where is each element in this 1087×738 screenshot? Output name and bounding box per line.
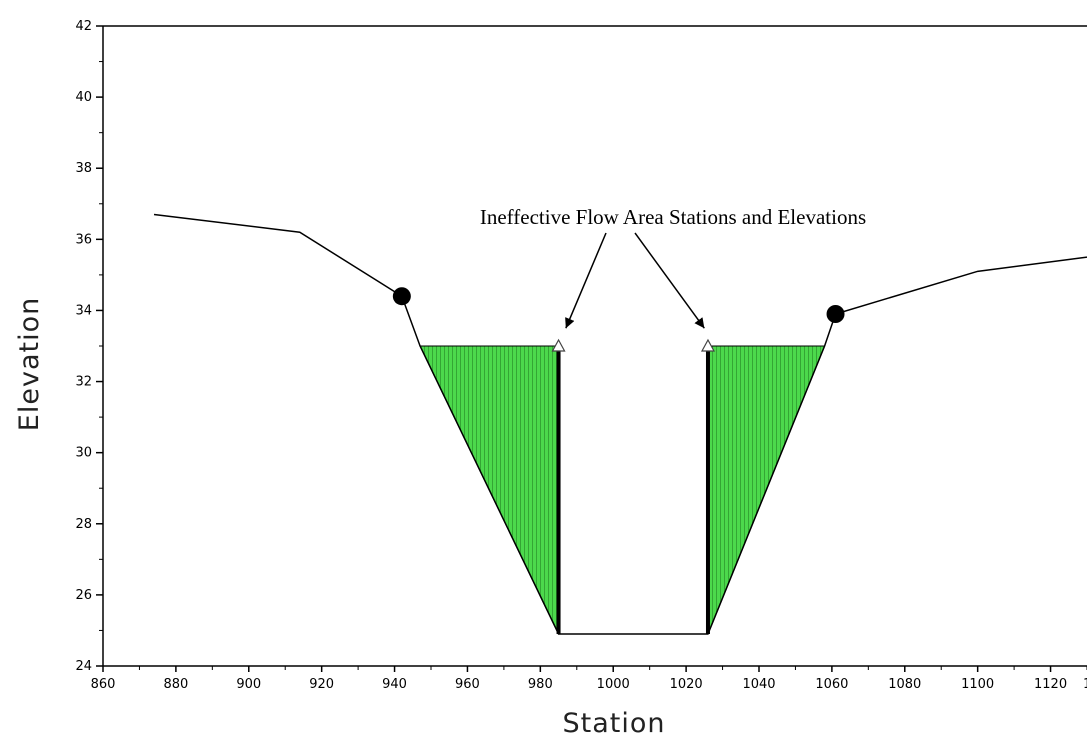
y-tick-label: 28 bbox=[75, 517, 92, 532]
x-tick-label: 980 bbox=[528, 677, 553, 692]
y-tick-label: 40 bbox=[75, 90, 92, 105]
x-tick-label: 1100 bbox=[961, 677, 994, 692]
x-axis-title: Station bbox=[563, 708, 666, 738]
annotation-arrow-left bbox=[565, 232, 607, 329]
x-tick-label: 1120 bbox=[1034, 677, 1067, 692]
y-axis-title: Elevation bbox=[14, 297, 45, 431]
x-tick-label: 880 bbox=[163, 677, 188, 692]
x-tick-label: 1020 bbox=[670, 677, 703, 692]
ineffective-elevation-marker-right bbox=[700, 338, 715, 352]
y-tick-label: 38 bbox=[75, 161, 92, 176]
y-tick-label: 42 bbox=[75, 19, 92, 34]
ineffective-elevation-marker-left bbox=[551, 338, 566, 352]
annotation-text: Ineffective Flow Area Stations and Eleva… bbox=[480, 205, 866, 229]
x-tick-label: 860 bbox=[91, 677, 116, 692]
annotation-arrow-right bbox=[634, 232, 705, 329]
axis-tick-labels: 860 880 900 920 940 960 980 1000 1020 1040 1060 108… bbox=[75, 19, 1087, 692]
y-tick-label: 34 bbox=[75, 303, 92, 318]
x-tick-label: 1000 bbox=[597, 677, 630, 692]
bank-station-left bbox=[392, 287, 411, 306]
y-tick-label: 24 bbox=[75, 659, 92, 674]
x-tick-label: 1080 bbox=[888, 677, 921, 692]
x-tick-label: 1060 bbox=[815, 677, 848, 692]
y-tick-label: 30 bbox=[75, 446, 92, 461]
x-tick-label: 920 bbox=[309, 677, 334, 692]
axis-ticks bbox=[96, 25, 1087, 672]
x-tick-label: 900 bbox=[236, 677, 261, 692]
x-tick-label: 940 bbox=[382, 677, 407, 692]
y-tick-label: 32 bbox=[75, 375, 92, 390]
bank-station-right bbox=[826, 305, 845, 323]
y-tick-label: 36 bbox=[75, 232, 92, 247]
x-tick-label: 960 bbox=[455, 677, 480, 692]
ground-profile-line bbox=[153, 213, 1087, 635]
y-tick-label: 26 bbox=[75, 588, 92, 603]
x-tick-label: 1 bbox=[1083, 677, 1087, 692]
x-tick-label: 1040 bbox=[742, 677, 775, 692]
